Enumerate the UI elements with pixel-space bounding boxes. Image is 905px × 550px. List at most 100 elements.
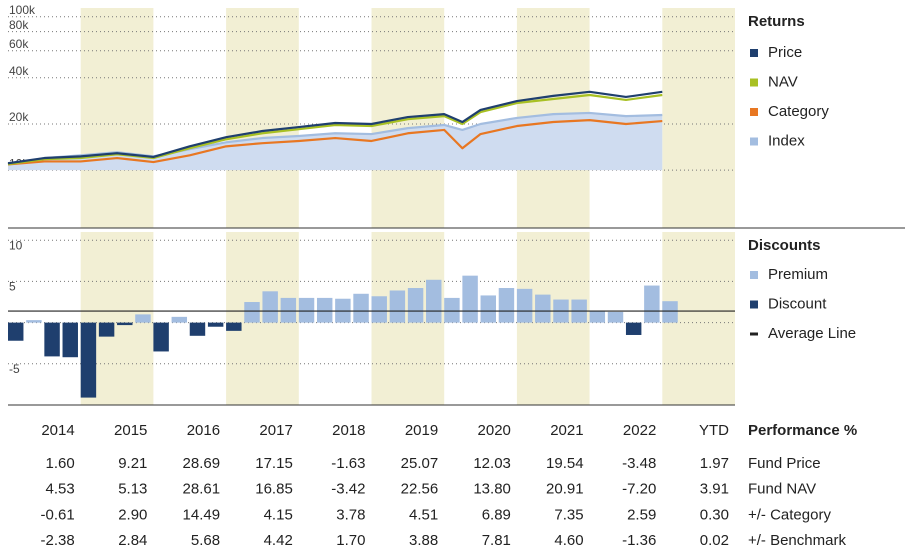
column-header: 2015 (114, 422, 147, 439)
bar (498, 288, 515, 323)
table-cell: 3.78 (336, 506, 365, 523)
legend-label: NAV (768, 73, 798, 90)
bar (662, 301, 678, 323)
column-header: 2019 (405, 422, 438, 439)
table-cell: 12.03 (473, 455, 511, 472)
bar (444, 297, 460, 323)
y-tick-label: 80k (9, 18, 29, 32)
legend-label: Index (768, 132, 805, 149)
bar (516, 288, 533, 323)
y-tick-label: 5 (9, 280, 16, 294)
table-cell: 3.91 (700, 481, 729, 498)
bar (244, 302, 260, 323)
table-cell: 17.15 (255, 455, 293, 472)
y-tick-label: 100k (9, 3, 36, 17)
table-cell: 7.81 (482, 532, 511, 549)
bar (80, 322, 97, 398)
table-cell: 4.15 (264, 506, 293, 523)
table-cell: 1.97 (700, 455, 729, 472)
table-cell: 2.84 (118, 532, 147, 549)
table-cell: -7.20 (622, 481, 656, 498)
legend-swatch (750, 332, 758, 336)
row-label: Fund NAV (748, 481, 816, 498)
table-cell: 19.54 (546, 455, 584, 472)
legend-swatch (750, 300, 758, 309)
column-header: YTD (699, 422, 729, 439)
bar (371, 296, 387, 323)
legend-swatch (750, 108, 758, 116)
table-cell: 5.13 (118, 481, 147, 498)
bar (226, 322, 242, 331)
bar (62, 322, 78, 358)
legend-label: Price (768, 44, 802, 61)
bar (535, 294, 551, 323)
table-cell: 25.07 (401, 455, 439, 472)
legend-label: Average Line (768, 325, 856, 342)
index-area (8, 112, 663, 171)
legend-swatch (750, 49, 758, 57)
bar (153, 322, 169, 352)
bar (207, 322, 224, 327)
bar (44, 322, 60, 357)
legend-label: Category (768, 103, 829, 120)
table-cell: 16.85 (255, 481, 293, 498)
bar (135, 314, 151, 323)
y-tick-label: -5 (9, 362, 20, 376)
year-band (226, 8, 299, 228)
series-line (7, 90, 663, 165)
bar (426, 279, 442, 323)
legend-title: Returns (748, 13, 805, 30)
table-cell: 0.02 (700, 532, 729, 549)
bar (189, 322, 206, 336)
table-cell: 3.88 (409, 532, 438, 549)
bar (117, 322, 133, 326)
table-title: Performance % (748, 422, 857, 439)
table-cell: 9.21 (118, 455, 147, 472)
bar (353, 293, 369, 323)
table-cell: 1.70 (336, 532, 365, 549)
table-cell: -1.63 (331, 455, 365, 472)
bar (389, 290, 406, 323)
column-header: 2014 (41, 422, 74, 439)
table-cell: 6.89 (482, 506, 511, 523)
bar (171, 316, 188, 323)
table-cell: -3.42 (331, 481, 365, 498)
bar (625, 322, 642, 335)
bar (26, 320, 42, 323)
row-label: Fund Price (748, 455, 821, 472)
bar (589, 311, 606, 323)
bar (316, 297, 333, 323)
table-cell: 28.61 (183, 481, 221, 498)
table-cell: 4.60 (554, 532, 583, 549)
column-header: 2020 (478, 422, 511, 439)
column-header: 2016 (187, 422, 220, 439)
table-cell: 4.51 (409, 506, 438, 523)
table-cell: 14.49 (183, 506, 221, 523)
legend-title: Discounts (748, 237, 821, 254)
table-cell: 13.80 (473, 481, 511, 498)
y-tick-label: 20k (9, 110, 29, 124)
y-tick-label: 10 (9, 238, 23, 252)
column-header: 2017 (259, 422, 292, 439)
table-cell: 22.56 (401, 481, 439, 498)
table-cell: 2.59 (627, 506, 656, 523)
bar (8, 322, 24, 341)
table-cell: 2.90 (118, 506, 147, 523)
column-header: 2022 (623, 422, 656, 439)
table-cell: 7.35 (554, 506, 583, 523)
table-cell: 0.30 (700, 506, 729, 523)
bar (98, 322, 115, 337)
bar (480, 295, 496, 323)
bar (298, 297, 315, 323)
table-cell: 5.68 (191, 532, 220, 549)
table-cell: -2.38 (40, 532, 74, 549)
column-header: 2018 (332, 422, 365, 439)
y-tick-label: 40k (9, 64, 29, 78)
row-label: +/- Category (748, 506, 831, 523)
bar (462, 275, 478, 323)
legend-label: Discount (768, 295, 827, 312)
table-cell: -0.61 (40, 506, 74, 523)
legend-swatch (750, 78, 758, 87)
legend-swatch (750, 271, 758, 279)
column-header: 2021 (550, 422, 583, 439)
